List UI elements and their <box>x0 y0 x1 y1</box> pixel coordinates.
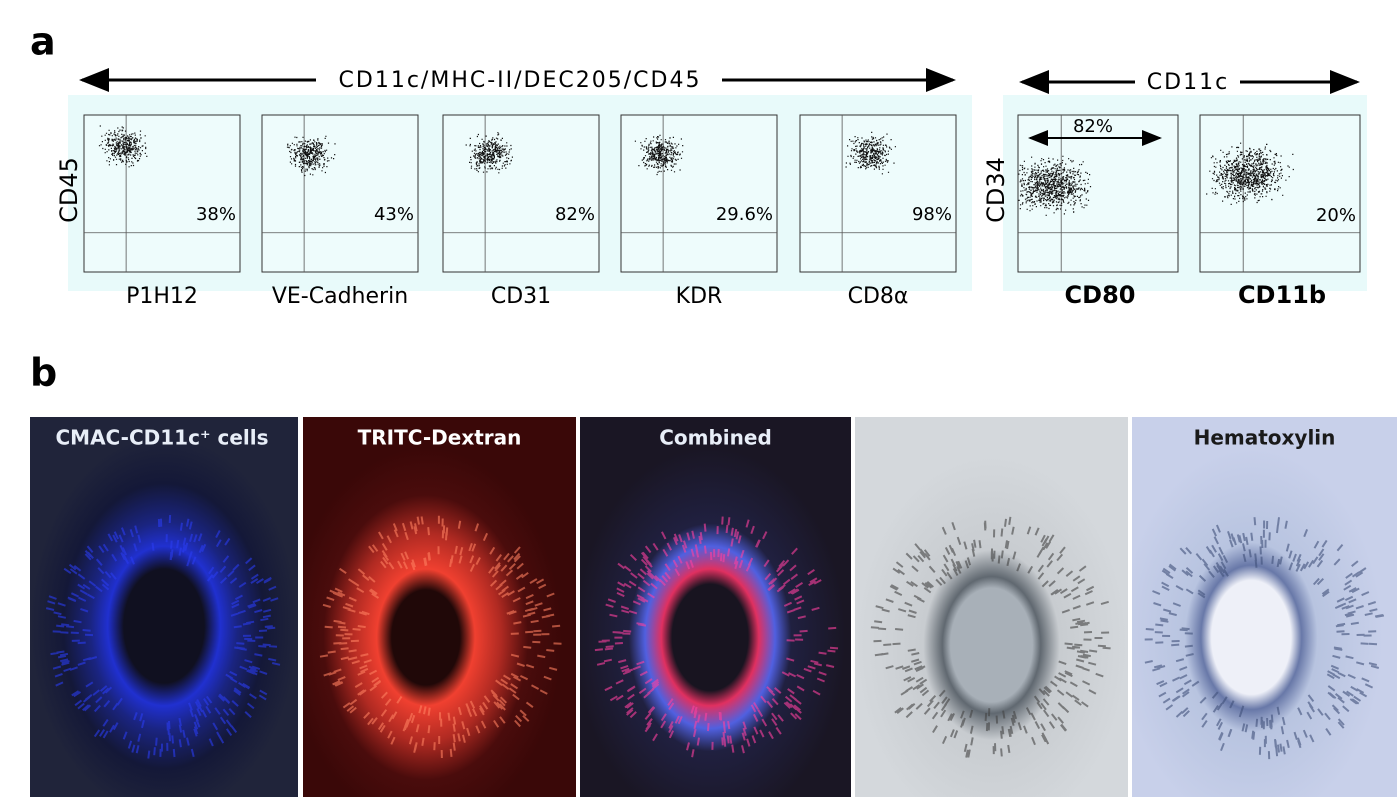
image-title: Hematoxylin <box>1194 426 1336 450</box>
scatter-dots <box>465 132 513 174</box>
image <box>580 417 851 797</box>
scatter-dots <box>286 135 336 177</box>
y-axis-label: CD34 <box>982 157 1010 223</box>
micrographs: CMAC-CD11c⁺ cells TRITC-Dextran Combined He… <box>30 417 1397 797</box>
percent-label: 43% <box>374 204 414 225</box>
flow-plot: 20% CD11b <box>1199 114 1361 309</box>
image-title: TRITC-Dextran <box>358 426 522 450</box>
micrograph: Hematoxylin <box>1132 417 1397 797</box>
texture <box>1144 517 1385 760</box>
scatter-dots <box>634 134 684 176</box>
group-header: CD11c/MHC-II/DEC205/CD45 <box>339 68 702 93</box>
flow-plot: 43% VE-Cadherin <box>261 114 419 309</box>
micrograph <box>855 417 1128 797</box>
plot-frame <box>442 114 600 273</box>
flow-plot: 82% CD31 <box>442 114 600 309</box>
plot-frame <box>83 114 241 273</box>
texture <box>319 515 562 759</box>
micrograph: TRITC-Dextran <box>303 417 576 797</box>
scatter-dots <box>98 125 148 168</box>
percent-label: 38% <box>196 204 236 225</box>
texture <box>594 516 839 758</box>
y-axis-label: CD45 <box>55 157 83 223</box>
plot-frame <box>799 114 957 273</box>
flow-plot: 38% P1H12 <box>83 114 241 309</box>
percent-label: 29.6% <box>716 204 773 225</box>
x-axis-label: P1H12 <box>126 284 198 309</box>
image-title: Combined <box>659 426 772 450</box>
percent-label: 82% <box>1073 116 1113 137</box>
scatter-dots <box>1018 155 1092 216</box>
scatter-dots <box>1206 142 1294 205</box>
image <box>855 417 1128 797</box>
plot-frame <box>620 114 778 273</box>
x-axis-label: CD11b <box>1238 281 1326 309</box>
flow-plots: 38% P1H12 43% VE-Cadherin 82% CD31 29.6% KDR 98%… <box>83 114 1361 309</box>
percent-label: 82% <box>555 204 595 225</box>
image-title: CMAC-CD11c⁺ cells <box>55 426 268 450</box>
panel-label: b <box>30 351 57 395</box>
group-header: CD11c <box>1147 70 1229 95</box>
micrograph: Combined <box>580 417 851 797</box>
plot-frame <box>1199 114 1361 273</box>
flow-plot: 29.6% KDR <box>620 114 778 309</box>
flow-plot: 98% CD8α <box>799 114 957 309</box>
image <box>303 417 576 797</box>
texture <box>870 516 1111 758</box>
panel-label: a <box>30 20 56 64</box>
scatter-dots <box>845 131 896 175</box>
plot-frame <box>261 114 419 273</box>
image <box>30 417 298 797</box>
texture <box>45 514 281 759</box>
x-axis-label: CD31 <box>491 284 551 309</box>
x-axis-label: VE-Cadherin <box>272 284 408 309</box>
micrograph: CMAC-CD11c⁺ cells <box>30 417 298 797</box>
x-axis-label: KDR <box>676 284 723 309</box>
flow-plot: 82% CD80 <box>1017 114 1179 309</box>
percent-label: 98% <box>912 204 952 225</box>
x-axis-label: CD80 <box>1065 281 1136 309</box>
x-axis-label: CD8α <box>848 284 909 309</box>
image <box>1132 417 1397 797</box>
percent-label: 20% <box>1316 205 1356 226</box>
